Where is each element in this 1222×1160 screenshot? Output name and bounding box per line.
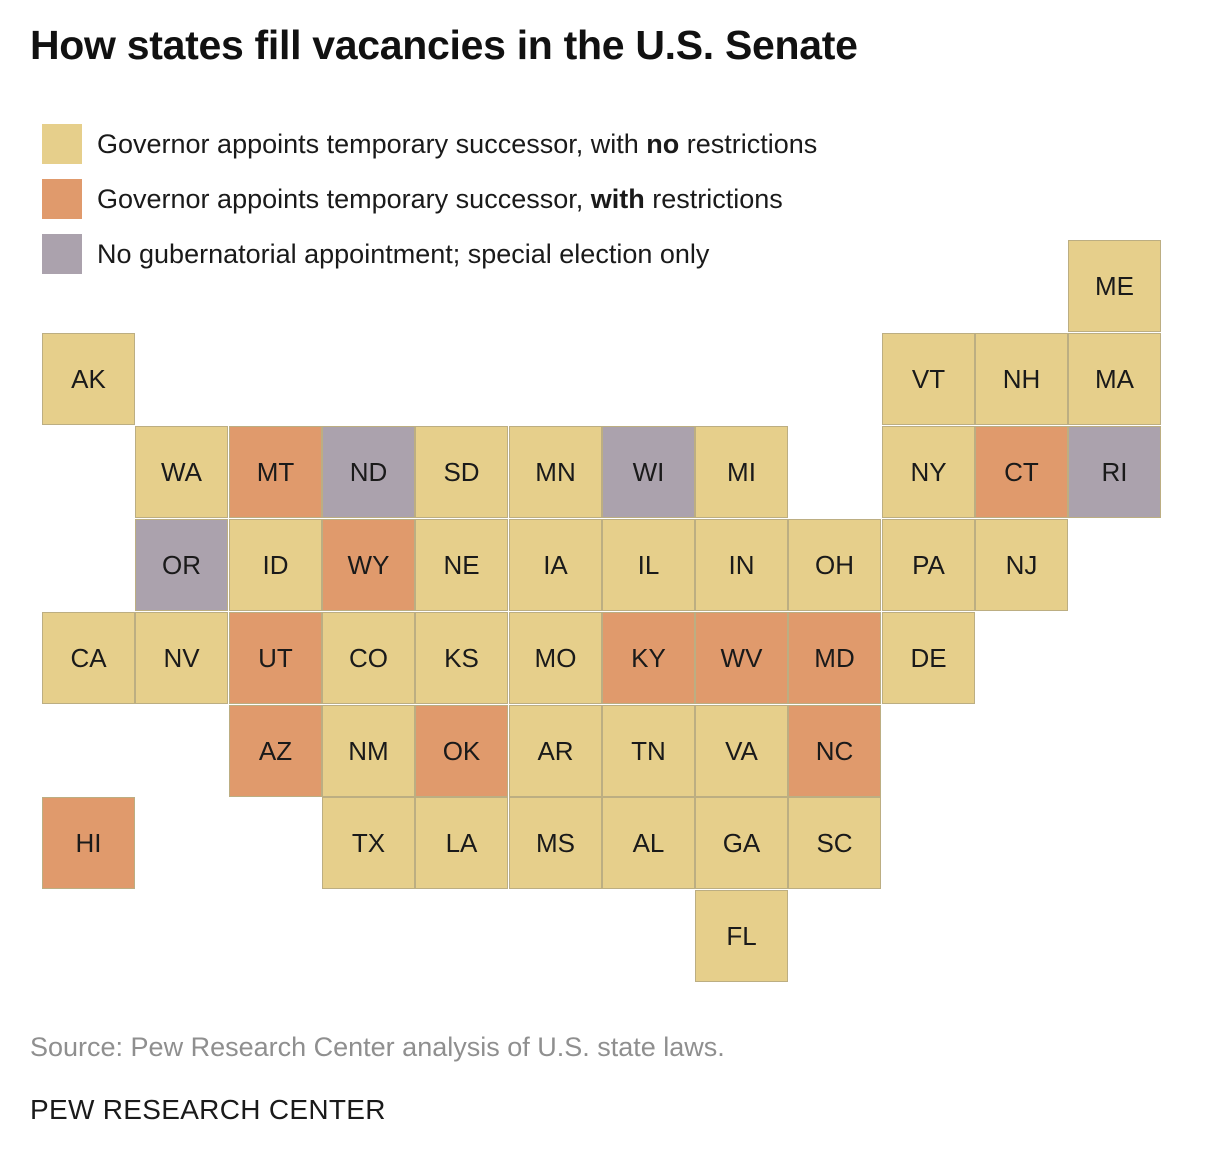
state-tile-tx: TX <box>322 797 415 889</box>
state-tile-nc: NC <box>788 705 881 797</box>
state-tile-ga: GA <box>695 797 788 889</box>
state-tile-il: IL <box>602 519 695 611</box>
state-tile-al: AL <box>602 797 695 889</box>
state-tile-id: ID <box>229 519 322 611</box>
legend-item-special-election: No gubernatorial appointment; special el… <box>42 234 817 274</box>
legend-label: Governor appoints temporary successor, w… <box>97 183 783 214</box>
state-tile-sc: SC <box>788 797 881 889</box>
state-tile-nj: NJ <box>975 519 1068 611</box>
chart-title: How states fill vacancies in the U.S. Se… <box>30 22 858 68</box>
state-tile-mo: MO <box>509 612 602 704</box>
state-tile-or: OR <box>135 519 228 611</box>
state-tile-oh: OH <box>788 519 881 611</box>
state-tile-ky: KY <box>602 612 695 704</box>
legend-swatch-restrictions <box>42 179 82 219</box>
state-tile-ct: CT <box>975 426 1068 518</box>
state-tile-sd: SD <box>415 426 508 518</box>
state-tile-ok: OK <box>415 705 508 797</box>
state-tile-mt: MT <box>229 426 322 518</box>
legend-swatch-special-election <box>42 234 82 274</box>
state-tile-tn: TN <box>602 705 695 797</box>
state-tile-ny: NY <box>882 426 975 518</box>
state-tile-ks: KS <box>415 612 508 704</box>
state-tile-ms: MS <box>509 797 602 889</box>
state-tile-fl: FL <box>695 890 788 982</box>
state-tile-hi: HI <box>42 797 135 889</box>
state-tile-pa: PA <box>882 519 975 611</box>
state-tile-co: CO <box>322 612 415 704</box>
state-tile-mi: MI <box>695 426 788 518</box>
state-tile-nv: NV <box>135 612 228 704</box>
state-tile-la: LA <box>415 797 508 889</box>
state-tile-nh: NH <box>975 333 1068 425</box>
state-tile-wy: WY <box>322 519 415 611</box>
legend-item-no-restrictions: Governor appoints temporary successor, w… <box>42 124 817 164</box>
legend: Governor appoints temporary successor, w… <box>42 124 817 289</box>
state-tile-ne: NE <box>415 519 508 611</box>
state-tile-wv: WV <box>695 612 788 704</box>
source-note: Source: Pew Research Center analysis of … <box>30 1032 725 1062</box>
state-tile-ut: UT <box>229 612 322 704</box>
state-tile-va: VA <box>695 705 788 797</box>
state-tile-in: IN <box>695 519 788 611</box>
legend-swatch-no-restrictions <box>42 124 82 164</box>
state-tile-ak: AK <box>42 333 135 425</box>
state-tile-ca: CA <box>42 612 135 704</box>
state-tile-vt: VT <box>882 333 975 425</box>
state-tile-ar: AR <box>509 705 602 797</box>
legend-label: No gubernatorial appointment; special el… <box>97 238 710 269</box>
state-tile-mn: MN <box>509 426 602 518</box>
legend-item-restrictions: Governor appoints temporary successor, w… <box>42 179 817 219</box>
brand-wordmark: PEW RESEARCH CENTER <box>30 1094 386 1125</box>
state-tile-az: AZ <box>229 705 322 797</box>
state-tile-me: ME <box>1068 240 1161 332</box>
state-tile-md: MD <box>788 612 881 704</box>
state-tile-nd: ND <box>322 426 415 518</box>
state-tile-ri: RI <box>1068 426 1161 518</box>
state-tile-ma: MA <box>1068 333 1161 425</box>
state-tile-de: DE <box>882 612 975 704</box>
legend-label: Governor appoints temporary successor, w… <box>97 128 818 159</box>
state-tile-nm: NM <box>322 705 415 797</box>
state-tile-ia: IA <box>509 519 602 611</box>
state-tile-wa: WA <box>135 426 228 518</box>
state-tile-wi: WI <box>602 426 695 518</box>
